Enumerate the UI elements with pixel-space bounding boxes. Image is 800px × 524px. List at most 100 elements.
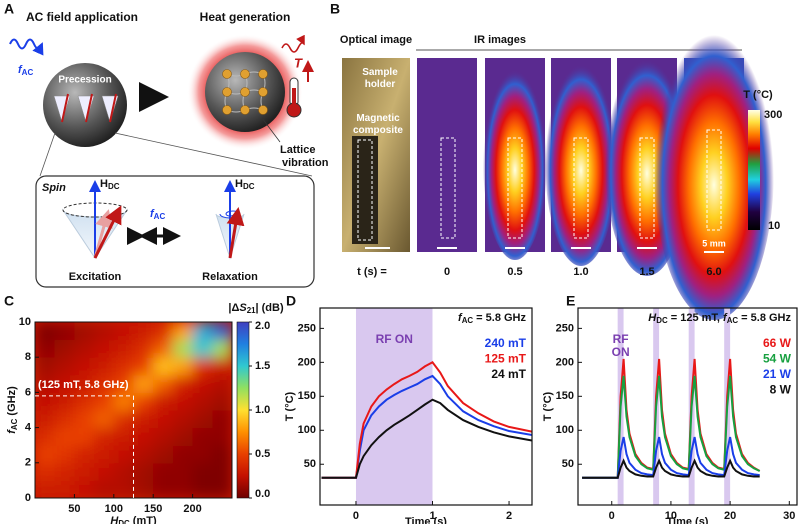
cone-relaxation <box>215 180 245 260</box>
x-tick-label: 1 <box>429 510 435 522</box>
sample-outline <box>357 139 373 241</box>
optical-label: Sample holder <box>362 67 398 90</box>
cone-excitation <box>62 180 128 259</box>
spin-label: Spin <box>42 182 66 194</box>
field-label: fAC <box>18 64 33 77</box>
heatmap-cell <box>35 410 56 429</box>
legend-label: 8 W <box>770 383 792 397</box>
heatmap-cell <box>153 462 174 481</box>
heatmap-cell <box>133 339 154 358</box>
text-part: Sample <box>362 67 398 78</box>
heatmap-cell <box>172 462 194 481</box>
heatmap-cell <box>192 374 213 393</box>
y-tick-label: 50 <box>304 458 316 470</box>
y-axis-label-part: f <box>6 429 18 434</box>
chart-title: HDC = 125 mT, fAC = 5.8 GHz <box>648 312 791 325</box>
y-tick-label: 4 <box>25 422 32 434</box>
text-part: DC <box>243 182 255 191</box>
heatmap-cell <box>133 410 154 429</box>
heatmap-cell <box>153 322 174 341</box>
heatmap-cell <box>133 322 154 341</box>
heatmap-cell <box>172 427 194 446</box>
heatmap-cell <box>113 445 134 464</box>
x-tick-label: 2 <box>506 510 512 522</box>
scale-label: 5 mm <box>702 238 726 248</box>
y-tick-label: 10 <box>19 316 31 328</box>
y-tick-label: 250 <box>298 322 316 334</box>
time-label: t (s) = <box>357 266 387 278</box>
heatmap-cell <box>133 374 154 393</box>
lattice-atoms <box>222 69 268 115</box>
y-axis-label-part: AC <box>10 418 19 430</box>
frame <box>577 307 798 506</box>
heatmap-cell <box>192 462 213 481</box>
y-axis-label: T (°C) <box>542 391 554 421</box>
legend-label: 21 W <box>763 367 792 381</box>
heatmap-cell <box>74 462 95 481</box>
state-label: Relaxation <box>202 271 258 283</box>
chart-title-part: = 5.8 GHz <box>738 312 791 324</box>
heatmap-cell <box>192 339 213 358</box>
heatmap-cell <box>35 480 56 498</box>
heatmap-cell <box>94 374 115 393</box>
heatmap <box>35 322 232 498</box>
colorbar-title: T (°C) <box>743 89 773 101</box>
heatmap-cell <box>172 480 194 498</box>
time-value: 0 <box>444 266 450 278</box>
y-tick-label: 150 <box>298 390 316 402</box>
heatmap-cell <box>192 392 213 411</box>
panel-label: D <box>286 293 296 309</box>
temperature-label: T <box>294 55 303 70</box>
heatmap-cell <box>113 374 134 393</box>
heatmap-cell <box>94 322 115 341</box>
frame <box>34 321 233 499</box>
colorbar-title: |ΔS21| (dB) <box>228 302 284 315</box>
line <box>321 361 532 479</box>
colorbar-tick-label: 0.0 <box>255 488 270 500</box>
y-tick-label: 150 <box>556 390 574 402</box>
x-tick-label: 100 <box>105 503 123 515</box>
ir-images <box>417 20 774 320</box>
text-part: H <box>100 178 108 190</box>
y-tick-label: 0 <box>25 492 31 504</box>
text-part: AC <box>22 68 34 77</box>
text-part: Lattice <box>280 144 315 156</box>
heatmap-cell <box>153 392 174 411</box>
x-axis-label: Time (s) <box>667 516 709 524</box>
heatmap-cell <box>153 427 174 446</box>
heatmap-cell <box>74 427 95 446</box>
heatmap-cell <box>172 357 194 376</box>
ac-wave <box>9 38 44 56</box>
heatmap-cell <box>94 392 115 411</box>
heatmap-cell <box>35 339 56 358</box>
time-value: 0.5 <box>507 266 522 278</box>
heatmap-cell <box>172 445 194 464</box>
panel-label: C <box>4 293 14 309</box>
heatmap-cell <box>192 410 213 429</box>
chart-title-part: f <box>458 312 463 324</box>
lattice-label: Lattice vibration <box>280 144 329 169</box>
legend-label: 66 W <box>763 336 792 350</box>
line <box>582 436 760 479</box>
heatmap-cell <box>54 445 75 464</box>
heatmap-cell <box>153 445 174 464</box>
heatmap-cell <box>133 392 154 411</box>
heatmap-cell <box>212 410 232 429</box>
line <box>582 375 761 479</box>
x-tick-label: 0 <box>609 510 615 522</box>
rf-on-label: RF <box>613 332 629 346</box>
y-axis-label: T (°C) <box>284 391 296 421</box>
thermometer <box>286 77 302 118</box>
text-part: AC <box>154 212 166 221</box>
optical-sample <box>352 136 378 244</box>
heatmap-cell <box>113 322 134 341</box>
panel-b: B Optical image IR images Sample holder M… <box>330 1 782 320</box>
text-part: Magnetic <box>356 113 400 124</box>
heatmap-cell <box>212 462 232 481</box>
chart-title: fAC = 5.8 GHz <box>458 312 526 325</box>
optical-label: Magnetic composite <box>353 113 403 136</box>
heatmap-cell <box>172 339 194 358</box>
state-label: Excitation <box>69 271 122 283</box>
heatmap-cell <box>35 374 56 393</box>
